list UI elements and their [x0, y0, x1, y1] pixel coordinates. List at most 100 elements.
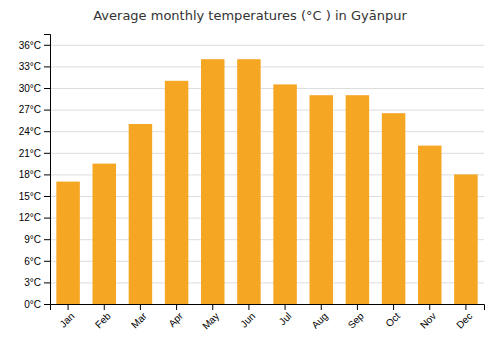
- x-tick-mark: [285, 304, 286, 310]
- x-tick-label: Oct: [383, 310, 402, 329]
- bar: [454, 174, 478, 304]
- y-tick: 6°C: [24, 256, 50, 267]
- x-tick: Jul: [277, 304, 294, 327]
- x-tick: Mar: [129, 304, 149, 330]
- y-tick-mark: [44, 196, 50, 197]
- x-tick-label: May: [200, 310, 221, 331]
- y-tick: 33°C: [19, 61, 50, 72]
- grid-line: [50, 110, 484, 111]
- x-tick-mark: [140, 304, 141, 310]
- y-tick: 27°C: [19, 104, 50, 115]
- y-tick: 12°C: [19, 212, 50, 223]
- x-tick-label: Jun: [238, 310, 257, 329]
- y-tick: 3°C: [24, 277, 50, 288]
- grid-line-group: [50, 110, 484, 111]
- bar: [382, 113, 406, 304]
- y-tick-mark: [44, 304, 50, 305]
- y-tick-label: 9°C: [24, 234, 41, 245]
- y-tick: 30°C: [19, 83, 50, 94]
- x-tick-mark: [321, 304, 322, 310]
- y-tick: 24°C: [19, 126, 50, 137]
- y-tick-mark: [44, 66, 50, 67]
- y-tick-label: 21°C: [19, 148, 41, 159]
- x-tick: Dec: [454, 304, 474, 331]
- y-tick-label: 24°C: [19, 126, 41, 137]
- bar: [273, 84, 297, 304]
- x-tick-label: Jan: [57, 310, 76, 329]
- y-tick-mark: [44, 110, 50, 111]
- x-tick-label: Dec: [454, 310, 474, 330]
- x-axis-line: [51, 305, 485, 311]
- bar: [309, 95, 333, 304]
- x-tick: Sep: [346, 304, 367, 331]
- x-tick-mark: [248, 304, 249, 310]
- y-axis: 0°C 3°C 6°C 9°C 12°C 15°C 18°C 21°C 24°C 27°C 30°C…: [19, 35, 51, 310]
- x-tick-mark: [68, 304, 69, 310]
- y-tick-mark: [44, 218, 50, 219]
- y-tick-mark: [44, 174, 50, 175]
- y-tick: 9°C: [24, 234, 50, 245]
- grid-line: [50, 66, 484, 67]
- x-tick: Oct: [383, 304, 402, 329]
- bar: [237, 59, 261, 304]
- grid-line-group: [50, 131, 484, 132]
- x-tick-label: Sep: [346, 310, 367, 331]
- title: Average monthly temperatures (°C ) in Gy…: [93, 8, 407, 23]
- x-tick-mark: [176, 304, 177, 310]
- y-tick-label: 6°C: [24, 256, 41, 267]
- x-tick-mark: [357, 304, 358, 310]
- x-tick-mark: [429, 304, 430, 310]
- x-tick: Feb: [93, 304, 113, 330]
- x-tick-label: Jul: [277, 310, 294, 327]
- grid-line-group: [50, 88, 484, 89]
- bar: [201, 59, 225, 304]
- x-tick-label: Apr: [166, 310, 185, 329]
- grid-line: [50, 131, 484, 132]
- bar: [92, 164, 116, 304]
- grid-line: [50, 88, 484, 89]
- y-tick: 21°C: [19, 148, 50, 159]
- x-tick: Jun: [238, 304, 257, 330]
- y-tick-label: 27°C: [19, 104, 41, 115]
- y-tick-mark: [44, 45, 50, 46]
- chart: Average monthly temperatures (°C ) in Gy…: [0, 0, 500, 350]
- bars: [56, 59, 477, 304]
- grid: [50, 45, 484, 304]
- x-tick-mark: [104, 304, 105, 310]
- x-tick-label: Aug: [309, 310, 329, 330]
- bar: [165, 81, 189, 304]
- grid-line: [50, 45, 484, 46]
- x-tick-mark: [212, 304, 213, 310]
- y-tick-label: 12°C: [19, 212, 41, 223]
- y-tick-label: 18°C: [19, 169, 41, 180]
- plot: 0°C 3°C 6°C 9°C 12°C 15°C 18°C 21°C 24°C 27°C 30°C…: [19, 35, 485, 332]
- x-tick: Nov: [418, 304, 438, 331]
- bar: [129, 124, 153, 304]
- y-tick-mark: [44, 153, 50, 154]
- y-tick-mark: [44, 282, 50, 283]
- grid-line-group: [50, 66, 484, 67]
- x-tick: May: [200, 304, 221, 332]
- bar: [346, 95, 370, 304]
- bar: [56, 182, 80, 304]
- x-tick: Apr: [166, 304, 185, 329]
- y-tick-mark: [44, 88, 50, 89]
- x-tick-mark: [465, 304, 466, 310]
- y-tick-mark: [44, 131, 50, 132]
- y-tick-label: 33°C: [19, 61, 41, 72]
- y-tick-label: 3°C: [24, 277, 41, 288]
- y-tick: 15°C: [19, 191, 50, 202]
- x-tick: Jan: [57, 304, 76, 330]
- x-tick-label: Feb: [93, 310, 113, 330]
- y-tick-mark: [44, 239, 50, 240]
- y-tick-label: 15°C: [19, 191, 41, 202]
- y-tick-label: 36°C: [19, 40, 41, 51]
- x-axis: Jan Feb Mar Apr May Jun Jul Aug Sep Oct Nov Dec: [51, 304, 485, 332]
- y-tick: 18°C: [19, 169, 50, 180]
- grid-line-group: [50, 45, 484, 46]
- y-tick-label: 30°C: [19, 83, 41, 94]
- y-tick-mark: [44, 261, 50, 262]
- y-tick-label: 0°C: [24, 299, 41, 310]
- y-tick: 36°C: [19, 40, 50, 51]
- x-tick-mark: [393, 304, 394, 310]
